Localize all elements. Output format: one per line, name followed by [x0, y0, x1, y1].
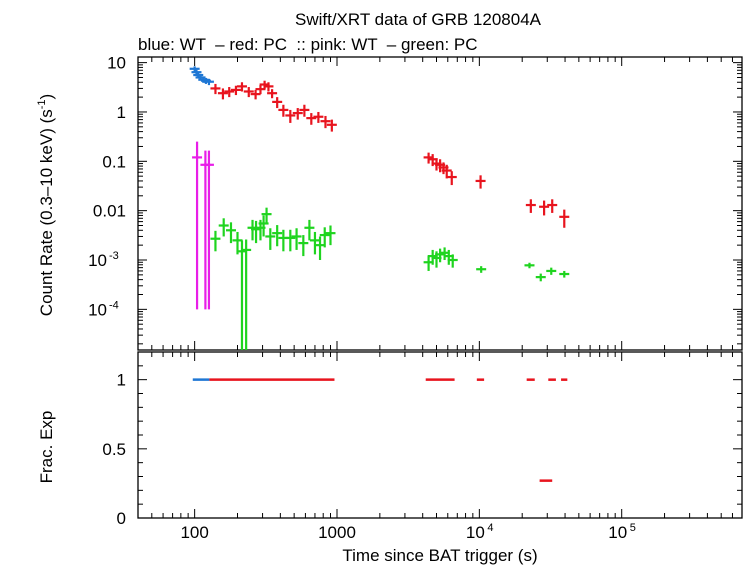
data-point — [285, 229, 296, 252]
data-point — [267, 89, 278, 99]
y-tick-label-top: 0.01 — [93, 202, 126, 221]
data-point — [435, 248, 446, 263]
y-axis-label-bottom: Frac. Exp — [37, 411, 56, 484]
data-point — [192, 141, 203, 310]
y-axis-label-top: Count Rate (0.3–10 keV) (s-1) — [36, 94, 56, 316]
y-tick-label-top: 10 — [107, 54, 126, 73]
data-point — [218, 218, 229, 237]
data-point — [547, 199, 558, 213]
x-axis-label: Time since BAT trigger (s) — [342, 546, 537, 565]
data-point — [272, 97, 283, 109]
data-point — [230, 85, 241, 96]
y-tick-label-bottom: 0.5 — [102, 440, 126, 459]
frac-exp-panel: 100 1000 10 4 10 510.50 — [102, 57, 743, 542]
series-0 — [189, 66, 214, 86]
y-tick-label-top-exp: -3 — [109, 250, 119, 262]
data-point — [476, 266, 487, 273]
data-point — [309, 231, 320, 255]
data-point — [315, 236, 326, 261]
series-2 — [192, 141, 214, 310]
x-tick-label-exp-1e5: 5 — [630, 522, 636, 534]
data-point — [241, 239, 252, 350]
data-point — [189, 66, 200, 72]
data-point — [304, 219, 315, 241]
data-point — [261, 207, 272, 224]
data-point — [441, 164, 452, 179]
chart-subtitle: blue: WT – red: PC :: pink: WT – green: … — [138, 35, 478, 54]
data-point — [539, 200, 550, 216]
data-point — [203, 78, 214, 86]
y-tick-label-top: 1 — [117, 103, 126, 122]
data-point — [319, 227, 330, 248]
x-tick-label-exp-1e4: 4 — [487, 522, 493, 534]
data-point — [559, 209, 570, 228]
data-point — [210, 230, 221, 252]
y-tick-label-top-base: 10 — [88, 251, 107, 270]
x-tick-label-1e4: 10 — [466, 523, 485, 542]
y-tick-label-bottom: 0 — [117, 509, 126, 528]
data-point — [298, 235, 309, 257]
series-3 — [210, 207, 570, 350]
top-plot-frame — [137, 56, 743, 351]
y-tick-label-top: 0.1 — [102, 152, 126, 171]
data-point — [203, 150, 214, 310]
data-point — [278, 104, 289, 117]
data-point — [559, 270, 570, 278]
data-point — [325, 225, 336, 246]
data-point — [475, 175, 486, 189]
y-axis-label-top-sup: -1 — [36, 99, 48, 109]
x-tick-label-100: 100 — [180, 523, 208, 542]
data-point — [313, 111, 324, 123]
data-point — [524, 262, 535, 269]
data-point — [326, 119, 337, 132]
series-1 — [210, 80, 570, 228]
data-point — [224, 87, 235, 98]
data-point — [546, 267, 557, 275]
data-point — [535, 273, 546, 282]
y-tick-label-top-exp: -4 — [109, 299, 119, 311]
data-point — [250, 89, 261, 100]
data-point — [320, 115, 331, 129]
data-point — [447, 254, 458, 268]
data-point — [210, 83, 221, 95]
bottom-plot-frame — [137, 351, 743, 519]
data-point — [306, 113, 317, 125]
data-point — [525, 199, 536, 213]
y-tick-label-top-base: 10 — [88, 300, 107, 319]
data-point — [272, 225, 283, 247]
data-point — [217, 88, 228, 100]
x-tick-label-1e5: 10 — [608, 523, 627, 542]
chart-title: Swift/XRT data of GRB 120804A — [295, 10, 542, 29]
y-axis-label-top-text: Count Rate (0.3–10 keV) (s — [37, 109, 56, 316]
data-point — [446, 171, 457, 186]
data-point — [291, 228, 302, 250]
data-point — [299, 104, 310, 117]
y-tick-label-bottom: 1 — [117, 371, 126, 390]
data-point — [265, 228, 276, 250]
y-axis-label-top-close: ) — [37, 94, 56, 100]
x-tick-label-1000: 1000 — [318, 523, 356, 542]
data-point — [263, 82, 274, 92]
data-point — [292, 108, 303, 120]
data-point — [285, 109, 296, 123]
data-point — [225, 222, 236, 244]
data-point — [243, 87, 254, 98]
data-point — [236, 82, 247, 92]
